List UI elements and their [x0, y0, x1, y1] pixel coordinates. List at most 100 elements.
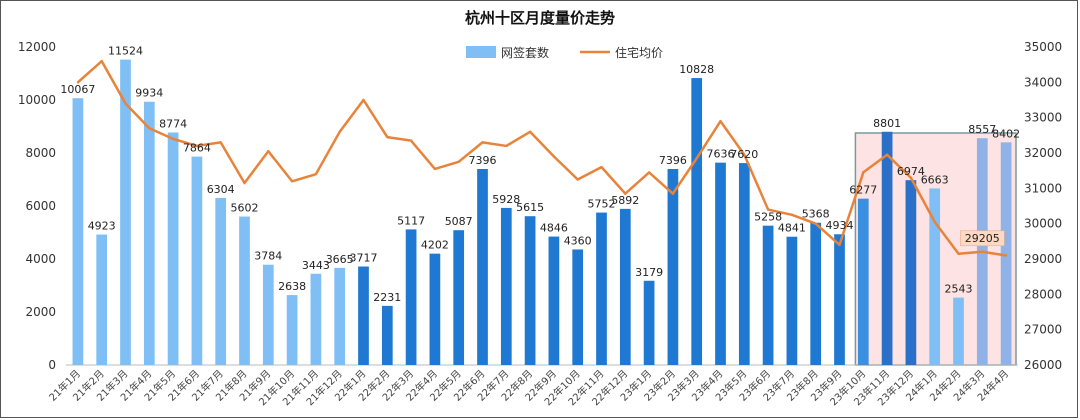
- legend: 网签套数 住宅均价: [466, 45, 663, 60]
- bar: [334, 267, 346, 365]
- bar-value-label: 8801: [873, 117, 901, 130]
- chart-title: 杭州十区月度量价走势: [465, 9, 615, 27]
- price-line-point: [957, 252, 960, 255]
- legend-label-bar: 网签套数: [501, 45, 549, 60]
- price-line-point: [743, 153, 746, 156]
- price-line-point: [766, 208, 770, 211]
- price-line-path: [77, 59, 1007, 257]
- bar: [120, 59, 131, 365]
- y-left-tick-label: 0: [48, 358, 56, 372]
- bar-value-label: 10828: [679, 63, 714, 76]
- bar: [596, 212, 607, 365]
- bar-value-label: 2231: [373, 291, 401, 304]
- bar-value-label: 5117: [397, 214, 425, 227]
- bar: [881, 131, 893, 365]
- bar-value-label: 4360: [564, 234, 592, 247]
- bar: [786, 236, 798, 365]
- bar: [262, 264, 274, 365]
- bar-value-label: 3443: [302, 259, 330, 272]
- price-line-point: [100, 59, 103, 63]
- bar-value-label: 11524: [108, 45, 143, 58]
- price-line-point: [267, 150, 270, 153]
- price-line-point: [195, 144, 199, 148]
- price-line-point: [386, 135, 389, 139]
- y-right-tick-label: 33000: [1024, 111, 1062, 125]
- price-line-point: [338, 130, 341, 133]
- bar-value-label: 7864: [183, 142, 211, 155]
- y-right-tick-label: 35000: [1024, 40, 1062, 54]
- bar: [810, 222, 822, 365]
- price-line-point: [552, 155, 556, 158]
- bar: [834, 234, 845, 365]
- bar: [381, 305, 393, 365]
- y-right-tick-label: 34000: [1024, 75, 1062, 89]
- bar-value-label: 5602: [231, 202, 259, 215]
- price-line-point: [981, 250, 984, 253]
- bar: [715, 162, 726, 365]
- price-line-point: [624, 192, 627, 195]
- price-label-box: [959, 230, 1005, 247]
- bar: [691, 78, 703, 366]
- price-line-point: [933, 220, 936, 224]
- bar: [619, 208, 631, 365]
- legend-label-line: 住宅均价: [615, 45, 663, 60]
- bar-value-label: 7620: [730, 148, 758, 161]
- price-line-point: [314, 173, 318, 176]
- bar: [286, 295, 298, 365]
- bar: [953, 297, 964, 365]
- bar: [643, 280, 655, 365]
- y-right-tick-label: 27000: [1024, 323, 1062, 337]
- bar-value-label: 5615: [516, 201, 544, 214]
- bar: [857, 198, 869, 365]
- bar-value-label: 5258: [754, 211, 782, 224]
- price-line-point: [695, 157, 698, 160]
- bar-value-label: 5752: [588, 198, 616, 211]
- bar-value-label: 5368: [802, 208, 830, 221]
- bar-value-label: 3665: [326, 253, 354, 266]
- y-left-tick-label: 6000: [25, 199, 56, 213]
- price-line-point: [671, 192, 675, 195]
- price-line-point: [505, 144, 508, 148]
- price-line-point: [219, 141, 222, 144]
- bar: [929, 188, 941, 365]
- price-line-point: [862, 171, 865, 174]
- price-line-point: [909, 176, 913, 179]
- price-line-point: [409, 139, 413, 142]
- bar: [1000, 142, 1012, 365]
- price-line-point: [148, 127, 151, 130]
- bar: [72, 98, 84, 366]
- y-left-tick-label: 4000: [25, 252, 56, 266]
- bar-value-label: 3179: [635, 266, 663, 279]
- bar-value-label: 5928: [492, 193, 520, 206]
- price-line-point: [290, 180, 294, 183]
- price-line-point: [124, 102, 127, 105]
- bar-value-label: 8402: [992, 127, 1020, 140]
- bar: [215, 197, 227, 365]
- y-right-tick-label: 29000: [1024, 252, 1062, 266]
- bar: [524, 216, 536, 365]
- price-line-point: [719, 120, 722, 123]
- bar-value-label: 4934: [826, 219, 854, 232]
- price-line-point: [814, 222, 817, 225]
- price-line-point: [647, 171, 651, 174]
- bar-value-label: 3717: [350, 251, 378, 264]
- bar-value-label: 6974: [897, 165, 925, 178]
- y-right-tick-label: 26000: [1024, 358, 1062, 372]
- bar-value-label: 7396: [659, 154, 687, 167]
- bar-value-label: 8774: [159, 117, 187, 130]
- price-line: [76, 59, 1008, 257]
- bar-value-label: 7636: [707, 148, 735, 161]
- bar: [905, 180, 917, 365]
- bar-value-label: 3784: [254, 250, 282, 263]
- bar-value-label: 5087: [445, 215, 473, 228]
- bar: [762, 225, 774, 365]
- price-line-point: [362, 98, 365, 102]
- price-line-point: [457, 160, 460, 164]
- price-line-point: [838, 243, 841, 247]
- bar-value-label: 5892: [611, 194, 639, 207]
- bar: [500, 207, 512, 365]
- bar: [191, 156, 203, 365]
- y-right-tick-label: 32000: [1024, 146, 1062, 160]
